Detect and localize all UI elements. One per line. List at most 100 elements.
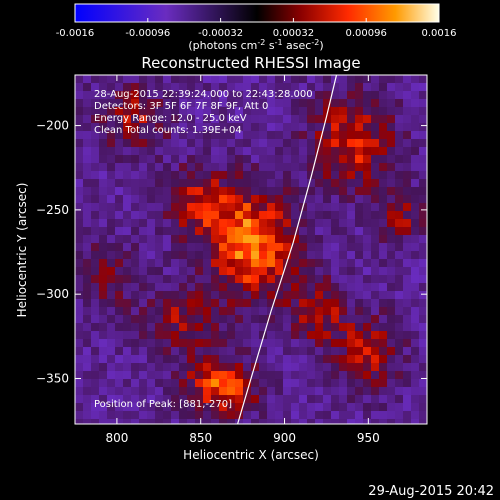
heatmap-cell: [299, 155, 307, 163]
heatmap-cell: [267, 419, 275, 424]
heatmap-cell: [195, 131, 203, 139]
heatmap-cell: [99, 283, 107, 291]
heatmap-cell: [155, 323, 163, 331]
heatmap-cell: [75, 83, 83, 91]
heatmap-cell: [323, 275, 331, 283]
heatmap-cell: [115, 339, 123, 347]
heatmap-cell: [299, 163, 307, 171]
heatmap-cell: [131, 363, 139, 371]
heatmap-cell: [195, 75, 203, 83]
heatmap-cell: [323, 347, 331, 355]
heatmap-cell: [259, 115, 267, 123]
heatmap-cell: [155, 75, 163, 83]
heatmap-cell: [323, 371, 331, 379]
heatmap-cell: [307, 299, 315, 307]
heatmap-cell: [115, 259, 123, 267]
heatmap-cell: [419, 211, 427, 219]
heatmap-cell: [83, 219, 91, 227]
heatmap-cell: [355, 179, 363, 187]
heatmap-cell: [235, 315, 243, 323]
heatmap-cell: [251, 403, 259, 411]
heatmap-cell: [267, 211, 275, 219]
heatmap-cell: [155, 275, 163, 283]
heatmap-cell: [219, 291, 227, 299]
heatmap-cell: [363, 99, 371, 107]
heatmap-cell: [171, 363, 179, 371]
heatmap-cell: [259, 395, 267, 403]
heatmap-cell: [307, 235, 315, 243]
heatmap-cell: [179, 339, 187, 347]
heatmap-cell: [179, 219, 187, 227]
heatmap-cell: [251, 123, 259, 131]
heatmap-cell: [139, 395, 147, 403]
heatmap-cell: [419, 395, 427, 403]
heatmap-cell: [147, 163, 155, 171]
heatmap-cell: [115, 211, 123, 219]
heatmap-cell: [123, 411, 131, 419]
heatmap-cell: [403, 363, 411, 371]
heatmap-cell: [355, 251, 363, 259]
heatmap-cell: [251, 283, 259, 291]
heatmap-cell: [419, 107, 427, 115]
heatmap-cell: [339, 419, 347, 424]
heatmap-cell: [307, 371, 315, 379]
y-tick-label: −250: [36, 203, 69, 217]
heatmap-cell: [251, 251, 259, 259]
heatmap-cell: [339, 107, 347, 115]
heatmap-cell: [307, 115, 315, 123]
heatmap-cell: [107, 99, 115, 107]
heatmap-cell: [179, 267, 187, 275]
heatmap-cell: [227, 83, 235, 91]
heatmap-cell: [275, 131, 283, 139]
heatmap-cell: [163, 323, 171, 331]
heatmap-cell: [235, 83, 243, 91]
heatmap-cell: [195, 243, 203, 251]
heatmap-cell: [371, 203, 379, 211]
heatmap-cell: [259, 203, 267, 211]
heatmap-cell: [331, 131, 339, 139]
heatmap-cell: [235, 107, 243, 115]
heatmap-cell: [267, 387, 275, 395]
heatmap-cell: [299, 363, 307, 371]
heatmap-cell: [267, 75, 275, 83]
heatmap-cell: [211, 411, 219, 419]
heatmap-cell: [131, 307, 139, 315]
heatmap-cell: [235, 267, 243, 275]
heatmap-cell: [115, 75, 123, 83]
heatmap-cell: [243, 379, 251, 387]
heatmap-cell: [179, 251, 187, 259]
heatmap-cell: [363, 347, 371, 355]
heatmap-cell: [163, 123, 171, 131]
heatmap-cell: [211, 331, 219, 339]
heatmap-cell: [307, 387, 315, 395]
heatmap-cell: [395, 171, 403, 179]
heatmap-cell: [179, 203, 187, 211]
heatmap-cell: [187, 227, 195, 235]
heatmap-cell: [371, 75, 379, 83]
heatmap-cell: [155, 179, 163, 187]
heatmap-cell: [339, 299, 347, 307]
heatmap-cell: [259, 171, 267, 179]
heatmap-cell: [187, 379, 195, 387]
heatmap-cell: [267, 139, 275, 147]
heatmap-cell: [171, 83, 179, 91]
heatmap-cell: [259, 163, 267, 171]
heatmap-cell: [283, 379, 291, 387]
y-axis-ticks: −200−250−300−350: [36, 119, 427, 385]
heatmap-cell: [243, 99, 251, 107]
heatmap-cell: [163, 203, 171, 211]
heatmap-cell: [259, 275, 267, 283]
heatmap-cell: [147, 131, 155, 139]
heatmap-cell: [171, 251, 179, 259]
heatmap-cell: [147, 411, 155, 419]
heatmap-cell: [259, 403, 267, 411]
heatmap-cell: [179, 411, 187, 419]
heatmap-cell: [195, 283, 203, 291]
annotation-line: 28-Aug-2015 22:39:24.000 to 22:43:28.000: [94, 89, 313, 100]
heatmap-cell: [331, 379, 339, 387]
heatmap-cell: [219, 387, 227, 395]
heatmap-cell: [235, 227, 243, 235]
heatmap-cell: [323, 355, 331, 363]
heatmap-cell: [163, 355, 171, 363]
heatmap-cell: [291, 347, 299, 355]
